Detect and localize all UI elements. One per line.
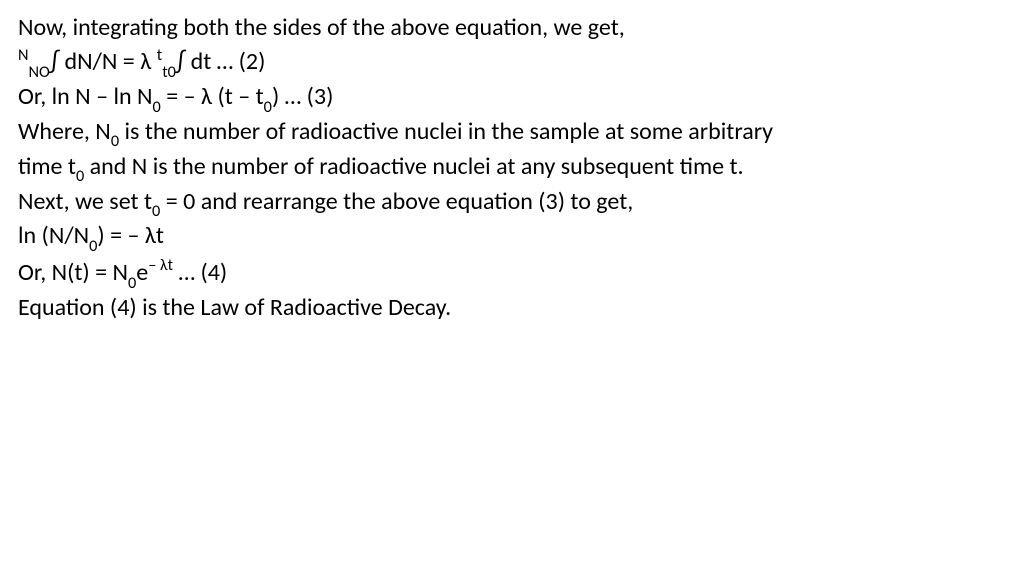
subscript: 0 — [89, 236, 97, 256]
line-8: Or, N(t) = N0e– λt … (4) — [18, 255, 1006, 292]
text: e — [136, 258, 148, 287]
integral-symbol-1: ∫ — [50, 45, 59, 76]
integral-symbol-2: ∫ — [176, 45, 185, 76]
integral-lower-limit-2: t0 — [162, 62, 176, 82]
text: Or, N(t) = N — [18, 258, 128, 287]
integral-lower-limit-1: NO — [29, 62, 50, 82]
subscript: 0 — [128, 273, 136, 293]
subscript: 0 — [152, 97, 160, 117]
text: dN/N = λ — [59, 47, 157, 76]
line-3: Or, ln N – ln N0 = – λ (t – t0) … (3) — [18, 81, 1006, 116]
text: and N is the number of radioactive nucle… — [84, 152, 743, 181]
text: dt … (2) — [185, 47, 265, 76]
text: … (4) — [173, 258, 227, 287]
line-7: ln (N/N0) = – λt — [18, 220, 1006, 255]
text: ) … (3) — [272, 82, 333, 111]
text: Now, integrating both the sides of the a… — [18, 13, 625, 42]
line-4: Where, N0 is the number of radioactive n… — [18, 116, 1006, 151]
text: = – λ (t – t — [161, 82, 264, 111]
text: ln (N/N — [18, 221, 89, 250]
line-6: Next, we set t0 = 0 and rearrange the ab… — [18, 186, 1006, 221]
subscript: 0 — [264, 97, 272, 117]
line-1: Now, integrating both the sides of the a… — [18, 12, 1006, 44]
line-5: time t0 and N is the number of radioacti… — [18, 151, 1006, 186]
text: Or, ln N – ln N — [18, 82, 152, 111]
text: = 0 and rearrange the above equation (3)… — [160, 187, 633, 216]
subscript: 0 — [152, 201, 160, 221]
text: is the number of radioactive nuclei in t… — [119, 117, 773, 146]
line-9: Equation (4) is the Law of Radioactive D… — [18, 292, 1006, 324]
integral-upper-limit-1: N — [18, 45, 29, 65]
text: Equation (4) is the Law of Radioactive D… — [18, 293, 451, 322]
subscript: 0 — [76, 166, 84, 186]
text: Next, we set t — [18, 187, 152, 216]
equation-text-block: Now, integrating both the sides of the a… — [18, 12, 1006, 324]
line-2: NNO∫ dN/N = λ tt0∫ dt … (2) — [18, 44, 1006, 81]
subscript: 0 — [111, 131, 119, 151]
text: time t — [18, 152, 76, 181]
superscript: – λt — [148, 255, 173, 275]
text: Where, N — [18, 117, 111, 146]
text: ) = – λt — [97, 221, 164, 250]
